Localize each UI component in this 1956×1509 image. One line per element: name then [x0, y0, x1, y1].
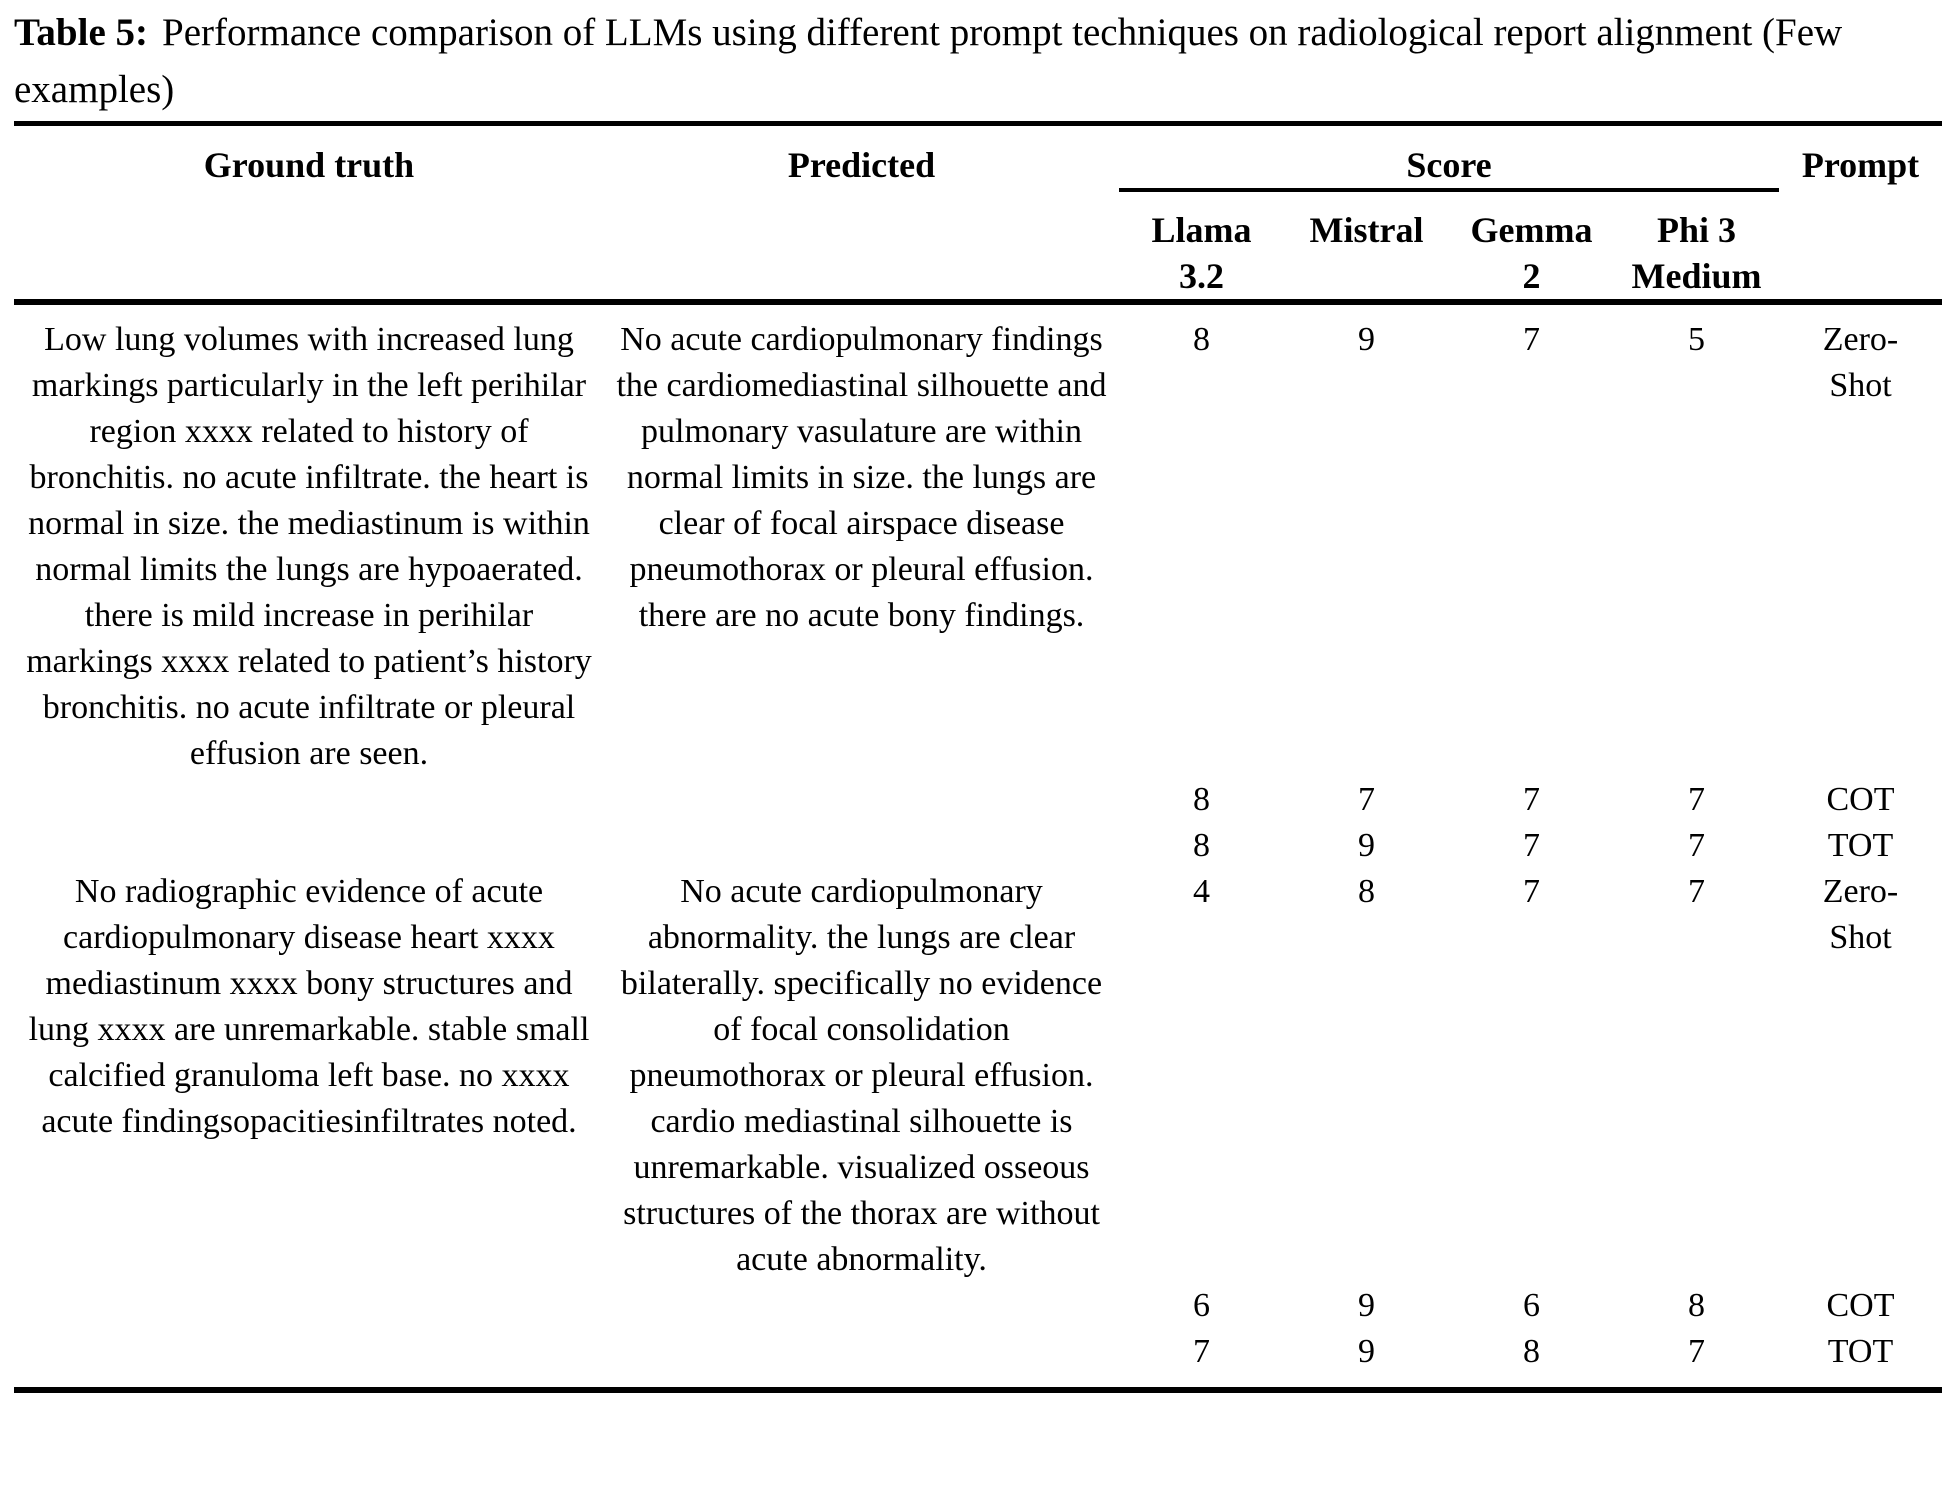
predicted-cell: No acute cardiopulmonary findings the ca…	[616, 321, 1107, 634]
caption-text: Performance comparison of LLMs using dif…	[14, 11, 1843, 111]
col-header-phi-3-medium: Phi 3 Medium	[1631, 210, 1762, 296]
prompt-cell: COT	[1826, 1287, 1895, 1324]
score-cell-mistral: 9	[1358, 1333, 1375, 1370]
predicted-cell: No acute cardiopulmonary abnormality. th…	[620, 873, 1103, 1278]
score-cell-mistral: 9	[1358, 1287, 1375, 1324]
score-cell-phi: 7	[1688, 1333, 1705, 1370]
table-row: 6 9 6 8 COT	[14, 1283, 1942, 1329]
score-cell-llama: 7	[1193, 1333, 1210, 1370]
score-cell-gemma: 7	[1523, 321, 1540, 358]
prompt-cell: TOT	[1827, 1333, 1894, 1370]
score-cell-mistral: 8	[1358, 873, 1375, 910]
ground-truth-cell: No radiographic evidence of acute cardio…	[28, 873, 590, 1140]
predicted-cell	[604, 1283, 1119, 1329]
score-cell-mistral: 9	[1358, 827, 1375, 864]
table-row: 8 9 7 7 TOT	[14, 823, 1942, 869]
header-row-models: Llama 3.2 Mistral Gemma 2 Phi 3 Medium	[14, 190, 1942, 302]
table-header: Ground truth Predicted Score Prompt Llam…	[14, 123, 1942, 302]
table-row: Low lung volumes with increased lung mar…	[14, 302, 1942, 777]
ground-truth-cell	[14, 777, 604, 823]
caption-label: Table 5:	[14, 11, 149, 54]
score-cell-llama: 8	[1193, 781, 1210, 818]
score-cell-gemma: 7	[1523, 873, 1540, 910]
score-cell-phi: 5	[1688, 321, 1705, 358]
score-cell-mistral: 9	[1358, 321, 1375, 358]
results-table: Ground truth Predicted Score Prompt Llam…	[14, 121, 1942, 1393]
score-cell-gemma: 8	[1523, 1333, 1540, 1370]
col-header-prompt: Prompt	[1801, 145, 1920, 185]
prompt-cell: Zero-Shot	[1822, 873, 1899, 956]
ground-truth-cell	[14, 1329, 604, 1390]
prompt-cell: COT	[1826, 781, 1895, 818]
ground-truth-cell	[14, 823, 604, 869]
score-cell-phi: 7	[1688, 873, 1705, 910]
score-cell-gemma: 7	[1523, 827, 1540, 864]
prompt-cell: Zero-Shot	[1822, 321, 1899, 404]
score-cell-llama: 4	[1193, 873, 1210, 910]
score-cell-llama: 8	[1193, 827, 1210, 864]
header-row-main: Ground truth Predicted Score Prompt	[14, 123, 1942, 192]
table-row: No radiographic evidence of acute cardio…	[14, 869, 1942, 1283]
col-header-mistral: Mistral	[1309, 210, 1424, 250]
ground-truth-cell: Low lung volumes with increased lung mar…	[26, 321, 592, 772]
table-body: Low lung volumes with increased lung mar…	[14, 302, 1942, 1390]
table-row: 8 7 7 7 COT	[14, 777, 1942, 823]
col-header-gemma-2: Gemma 2	[1470, 210, 1593, 296]
col-header-llama-3-2: Llama 3.2	[1151, 210, 1252, 296]
prompt-cell: TOT	[1827, 827, 1894, 864]
score-cell-llama: 8	[1193, 321, 1210, 358]
col-header-score-group: Score	[1119, 123, 1779, 192]
score-cell-mistral: 7	[1358, 781, 1375, 818]
score-cell-phi: 7	[1688, 781, 1705, 818]
table-row: 7 9 8 7 TOT	[14, 1329, 1942, 1390]
table-caption: Table 5: Performance comparison of LLMs u…	[14, 4, 1942, 118]
predicted-cell	[604, 777, 1119, 823]
score-cell-phi: 8	[1688, 1287, 1705, 1324]
score-cell-gemma: 6	[1523, 1287, 1540, 1324]
score-cell-phi: 7	[1688, 827, 1705, 864]
score-cell-gemma: 7	[1523, 781, 1540, 818]
col-header-predicted: Predicted	[787, 145, 936, 185]
predicted-cell	[604, 1329, 1119, 1390]
ground-truth-cell	[14, 1283, 604, 1329]
score-cell-llama: 6	[1193, 1287, 1210, 1324]
page-root: Table 5: Performance comparison of LLMs u…	[14, 4, 1942, 1393]
predicted-cell	[604, 823, 1119, 869]
col-header-ground-truth: Ground truth	[203, 145, 415, 185]
